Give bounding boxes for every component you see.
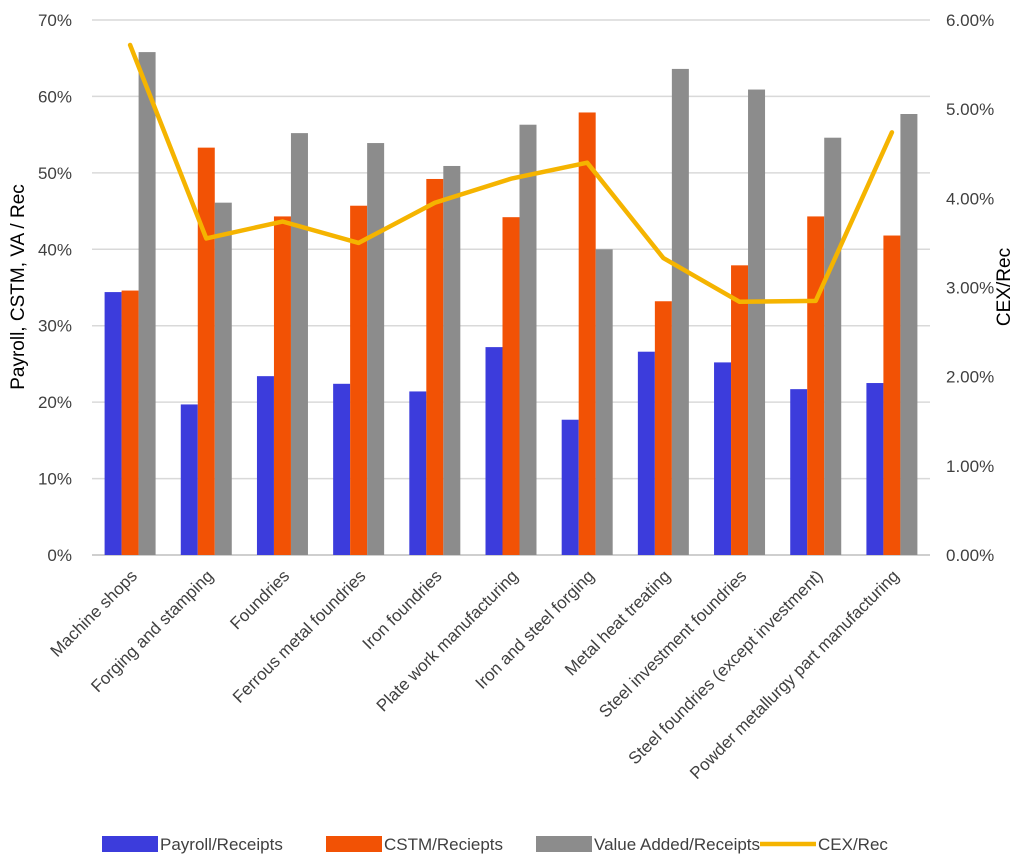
- y-tick-right: 0.00%: [946, 546, 994, 565]
- legend-label: CEX/Rec: [818, 835, 888, 854]
- bar-cstm-reciepts: [654, 301, 672, 555]
- line-cex-rec: [127, 42, 895, 305]
- bar-value-added-receipts: [900, 114, 918, 555]
- legend-swatch: [326, 836, 382, 852]
- bar-payroll-receipts: [714, 362, 732, 555]
- x-tick-label: Steel investment foundries: [595, 566, 750, 721]
- y-tick-left: 70%: [38, 11, 72, 30]
- y-tick-right: 2.00%: [946, 368, 994, 387]
- bar-cstm-reciepts: [578, 112, 596, 555]
- legend: Payroll/Receipts CSTM/Reciepts Value Added…: [102, 835, 888, 854]
- y-tick-right: 4.00%: [946, 189, 994, 208]
- y-axis-left-ticks: 0% 10% 20% 30% 40% 50% 60% 70%: [38, 11, 72, 565]
- bar-value-added-receipts: [138, 52, 156, 555]
- bar-cstm-reciepts: [883, 235, 901, 555]
- bar-payroll-receipts: [333, 383, 351, 555]
- y-tick-left: 40%: [38, 240, 72, 259]
- bar-payroll-receipts: [866, 383, 884, 555]
- bar-value-added-receipts: [290, 133, 308, 555]
- bar-value-added-receipts: [595, 249, 613, 556]
- bar-cstm-reciepts: [121, 290, 139, 555]
- bars: [104, 52, 918, 556]
- x-tick-label: Iron foundries: [359, 566, 446, 653]
- legend-swatch: [102, 836, 158, 852]
- bar-cstm-reciepts: [502, 217, 520, 555]
- x-tick-label: Plate work manufacturing: [373, 566, 522, 715]
- x-tick-label: Ferrous metal foundries: [229, 566, 369, 706]
- legend-swatch: [536, 836, 592, 852]
- bar-cstm-reciepts: [426, 178, 444, 555]
- bar-cstm-reciepts: [197, 147, 215, 555]
- bar-value-added-receipts: [519, 124, 537, 555]
- bar-value-added-receipts: [824, 137, 842, 555]
- cex-line: [127, 42, 895, 305]
- bar-value-added-receipts: [214, 202, 232, 555]
- bar-cstm-reciepts: [350, 205, 368, 555]
- bar-payroll-receipts: [561, 419, 579, 555]
- x-tick-label: Foundries: [226, 566, 293, 633]
- y-tick-right: 5.00%: [946, 100, 994, 119]
- bar-payroll-receipts: [104, 292, 122, 555]
- y-tick-left: 0%: [47, 546, 72, 565]
- bar-value-added-receipts: [367, 143, 385, 556]
- bar-payroll-receipts: [637, 351, 655, 555]
- y-tick-left: 10%: [38, 470, 72, 489]
- y-tick-right: 1.00%: [946, 457, 994, 476]
- bar-cstm-reciepts: [807, 216, 825, 555]
- legend-label: CSTM/Reciepts: [384, 835, 503, 854]
- legend-label: Value Added/Receipts: [594, 835, 760, 854]
- y-tick-left: 30%: [38, 317, 72, 336]
- bar-payroll-receipts: [409, 391, 427, 555]
- bar-cstm-reciepts: [731, 265, 749, 555]
- bar-payroll-receipts: [180, 404, 198, 555]
- bar-cstm-reciepts: [273, 216, 291, 555]
- y-tick-left: 60%: [38, 87, 72, 106]
- bar-value-added-receipts: [443, 165, 461, 555]
- y-axis-right-title: CEX/Rec: [994, 248, 1015, 326]
- y-axis-right-ticks: 0.00% 1.00% 2.00% 3.00% 4.00% 5.00% 6.00%: [946, 11, 994, 565]
- y-tick-left: 50%: [38, 164, 72, 183]
- bar-value-added-receipts: [748, 89, 766, 556]
- bar-payroll-receipts: [256, 376, 274, 555]
- y-axis-left-title: Payroll, CSTM, VA / Rec: [8, 184, 29, 390]
- bar-value-added-receipts: [671, 68, 689, 556]
- y-tick-left: 20%: [38, 393, 72, 412]
- y-tick-right: 3.00%: [946, 279, 994, 298]
- bar-payroll-receipts: [790, 389, 808, 555]
- legend-label: Payroll/Receipts: [160, 835, 283, 854]
- bar-payroll-receipts: [485, 347, 503, 555]
- y-tick-right: 6.00%: [946, 11, 994, 30]
